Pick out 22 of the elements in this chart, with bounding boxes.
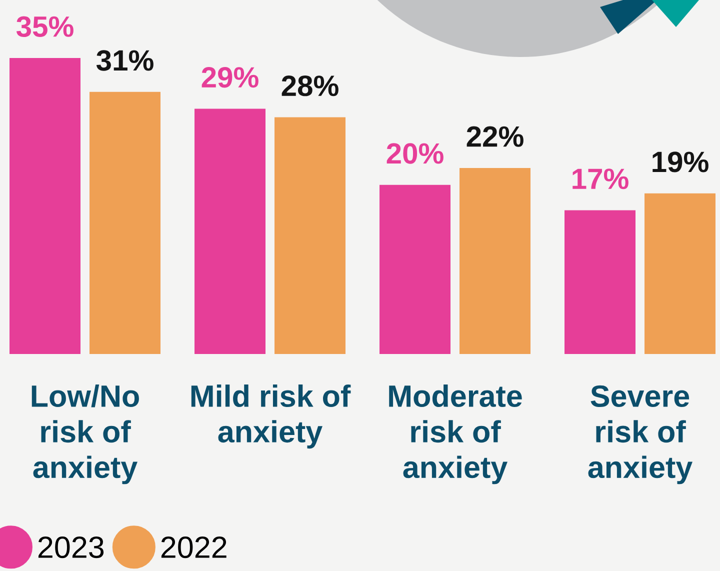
- bar: [274, 117, 346, 354]
- x-tick-label: Severe risk of anxiety: [588, 385, 692, 484]
- bar: [460, 168, 530, 354]
- data-label: 22%: [466, 126, 524, 147]
- bar: [644, 193, 716, 354]
- bar: [90, 92, 160, 354]
- data-label: 20%: [386, 143, 444, 164]
- x-tick-label: Low/No risk of anxiety: [32, 384, 139, 484]
- bar: [10, 58, 80, 354]
- bar: [564, 210, 636, 354]
- data-label: 19%: [652, 152, 708, 172]
- data-label: 35%: [16, 16, 74, 37]
- x-tick-label: Moderate risk of anxiety: [389, 384, 522, 484]
- data-label: 28%: [282, 76, 338, 96]
- x-tick-label: Mild risk of anxiety: [191, 384, 351, 449]
- data-label: 31%: [96, 50, 154, 71]
- bar: [380, 184, 450, 354]
- bar: [194, 108, 266, 354]
- data-label: 17%: [572, 168, 628, 190]
- legend-label: 2022: [161, 536, 226, 558]
- legend-label: 2023: [38, 536, 104, 558]
- data-label: 29%: [202, 67, 258, 88]
